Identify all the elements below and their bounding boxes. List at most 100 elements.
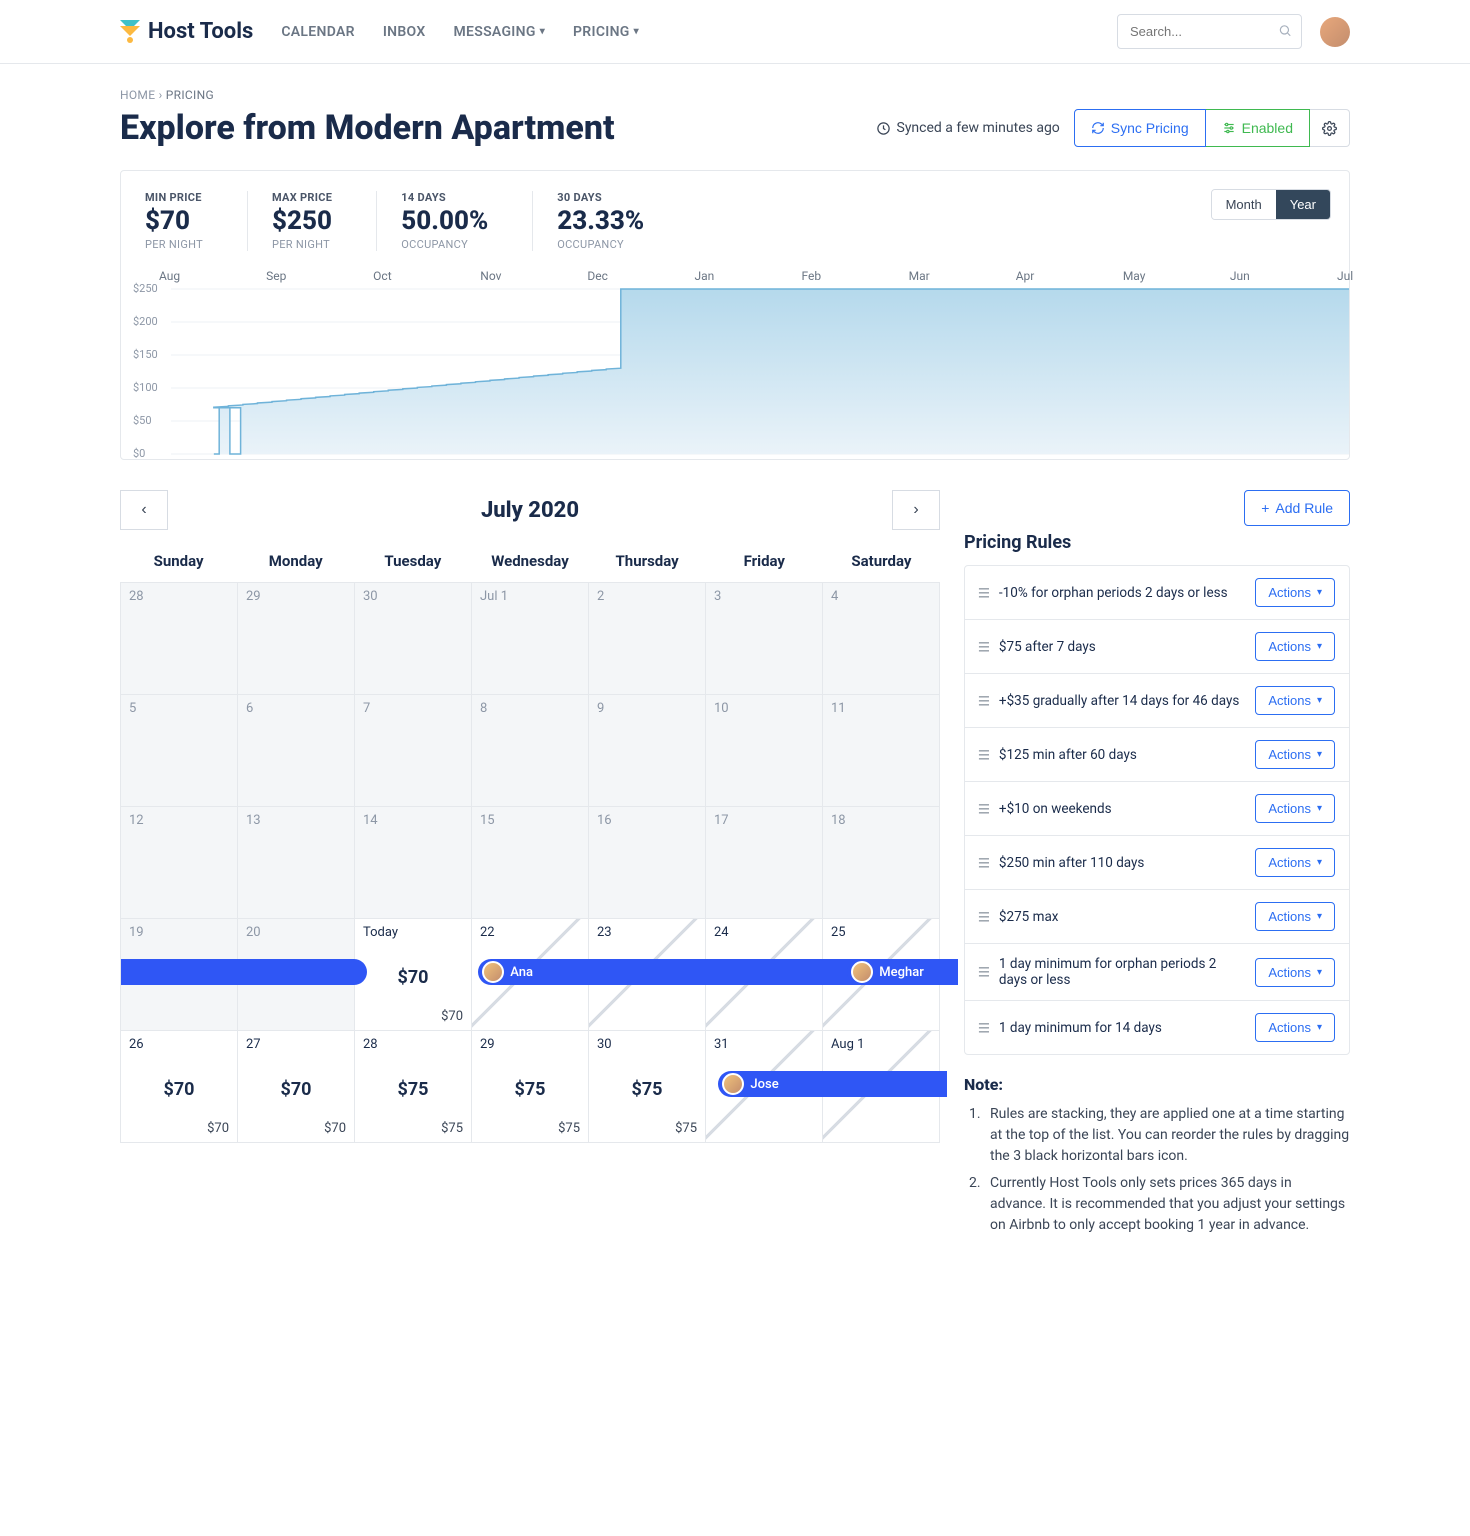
enabled-button[interactable]: Enabled (1206, 109, 1310, 147)
price-primary: $70 (121, 1079, 237, 1100)
rule-actions-button[interactable]: Actions▾ (1255, 848, 1335, 877)
drag-handle-icon[interactable]: ─── (979, 966, 989, 978)
metrics-card: Month Year MIN PRICE $70 PER NIGHT MAX P… (120, 170, 1350, 460)
rule-actions-button[interactable]: Actions▾ (1255, 632, 1335, 661)
nav-pricing[interactable]: PRICING▾ (573, 24, 639, 40)
day-number: 17 (714, 813, 814, 828)
day-number: 12 (129, 813, 229, 828)
calendar-cell[interactable]: 2 (589, 583, 706, 695)
calendar-cell[interactable]: 30$75$75 (589, 1031, 706, 1143)
calendar-cell[interactable]: 15 (472, 807, 589, 919)
calendar-cell[interactable]: 3 (706, 583, 823, 695)
calendar-cell[interactable]: 14 (355, 807, 472, 919)
chart-xtick: May (1123, 269, 1146, 283)
calendar-cell[interactable]: Jul 1 (472, 583, 589, 695)
rule-actions-button[interactable]: Actions▾ (1255, 794, 1335, 823)
calendar-cell[interactable]: 17 (706, 807, 823, 919)
dow-label: Thursday (589, 544, 706, 582)
rule-item: ───+$10 on weekendsActions▾ (965, 782, 1349, 836)
rule-actions-button[interactable]: Actions▾ (1255, 902, 1335, 931)
booking-bar[interactable]: Meghar (847, 959, 958, 985)
calendar-cell[interactable]: 12 (121, 807, 238, 919)
day-number: 22 (480, 925, 580, 940)
chart-ytick: $250 (133, 282, 158, 295)
chart-ytick: $200 (133, 315, 158, 328)
calendar-cell[interactable]: 6 (238, 695, 355, 807)
rule-actions-button[interactable]: Actions▾ (1255, 578, 1335, 607)
calendar-cell[interactable]: 16 (589, 807, 706, 919)
breadcrumb-home[interactable]: HOME (120, 88, 155, 102)
day-number: 11 (831, 701, 931, 716)
rule-item: ───$75 after 7 daysActions▾ (965, 620, 1349, 674)
calendar-cell[interactable]: 29$75$75 (472, 1031, 589, 1143)
day-number: 2 (597, 589, 697, 604)
booking-bar[interactable]: Jose (718, 1071, 946, 1097)
rule-actions-button[interactable]: Actions▾ (1255, 1013, 1335, 1042)
action-buttons: Sync Pricing Enabled (1074, 109, 1350, 147)
sync-pricing-button[interactable]: Sync Pricing (1074, 109, 1206, 147)
page-title: Explore from Modern Apartment (120, 108, 615, 148)
calendar-cell[interactable]: 11 (823, 695, 940, 807)
settings-button[interactable] (1310, 109, 1350, 147)
drag-handle-icon[interactable]: ─── (979, 911, 989, 923)
calendar-cell[interactable]: 29 (238, 583, 355, 695)
calendar-cell[interactable]: 7 (355, 695, 472, 807)
day-number: 9 (597, 701, 697, 716)
nav-messaging[interactable]: MESSAGING▾ (454, 24, 546, 40)
rule-actions-button[interactable]: Actions▾ (1255, 958, 1335, 987)
calendar-cell[interactable]: 10 (706, 695, 823, 807)
calendar-cell[interactable]: 18 (823, 807, 940, 919)
calendar-cell[interactable]: 28$75$75 (355, 1031, 472, 1143)
calendar-cell[interactable]: 4 (823, 583, 940, 695)
day-number: 28 (363, 1037, 463, 1052)
main-nav: CALENDAR INBOX MESSAGING▾ PRICING▾ (281, 24, 639, 40)
calendar-cell[interactable]: 27$70$70 (238, 1031, 355, 1143)
dow-label: Wednesday (471, 544, 588, 582)
cal-next-button[interactable]: › (892, 490, 940, 530)
rule-item: ───+$35 gradually after 14 days for 46 d… (965, 674, 1349, 728)
drag-handle-icon[interactable]: ─── (979, 803, 989, 815)
day-number: 15 (480, 813, 580, 828)
chevron-down-icon: ▾ (634, 26, 639, 37)
calendar-cell[interactable]: 28 (121, 583, 238, 695)
rules-list: ───-10% for orphan periods 2 days or les… (964, 565, 1350, 1055)
view-toggle: Month Year (1211, 189, 1331, 220)
calendar-cell[interactable]: Today$70$70 (355, 919, 472, 1031)
drag-handle-icon[interactable]: ─── (979, 695, 989, 707)
calendar-cell[interactable]: 13 (238, 807, 355, 919)
drag-handle-icon[interactable]: ─── (979, 641, 989, 653)
drag-handle-icon[interactable]: ─── (979, 587, 989, 599)
drag-handle-icon[interactable]: ─── (979, 857, 989, 869)
view-month-button[interactable]: Month (1212, 190, 1276, 219)
dow-label: Saturday (823, 544, 940, 582)
dow-label: Friday (706, 544, 823, 582)
rule-actions-button[interactable]: Actions▾ (1255, 686, 1335, 715)
calendar-cell[interactable]: 26$70$70 (121, 1031, 238, 1143)
add-rule-button[interactable]: + Add Rule (1244, 490, 1350, 526)
price-primary: $75 (589, 1079, 705, 1100)
guest-avatar (482, 961, 504, 983)
day-number: 10 (714, 701, 814, 716)
chart-xtick: Mar (909, 269, 930, 283)
logo[interactable]: Host Tools (120, 19, 253, 44)
nav-inbox[interactable]: INBOX (383, 24, 426, 40)
sliders-icon (1222, 121, 1236, 135)
rule-actions-button[interactable]: Actions▾ (1255, 740, 1335, 769)
user-avatar[interactable] (1320, 17, 1350, 47)
search-input[interactable] (1117, 14, 1302, 49)
calendar-cell[interactable]: 5 (121, 695, 238, 807)
guest-name: Ana (510, 965, 533, 980)
price-primary: $70 (238, 1079, 354, 1100)
nav-calendar[interactable]: CALENDAR (281, 24, 354, 40)
chart-ytick: $50 (133, 414, 152, 427)
note-item: Rules are stacking, they are applied one… (984, 1104, 1350, 1167)
day-number: Today (363, 925, 463, 940)
view-year-button[interactable]: Year (1276, 190, 1330, 219)
drag-handle-icon[interactable]: ─── (979, 1022, 989, 1034)
cal-prev-button[interactable]: ‹ (120, 490, 168, 530)
drag-handle-icon[interactable]: ─── (979, 749, 989, 761)
booking-bar[interactable] (121, 959, 367, 985)
calendar-cell[interactable]: 9 (589, 695, 706, 807)
calendar-cell[interactable]: 30 (355, 583, 472, 695)
calendar-cell[interactable]: 8 (472, 695, 589, 807)
